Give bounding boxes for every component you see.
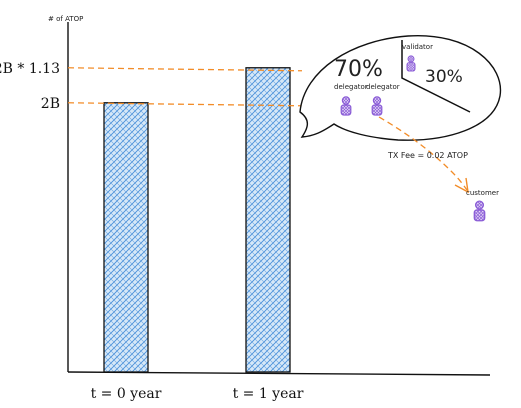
delegator-person-icon-2 [371, 96, 383, 116]
y-tick-label-0: 2B [41, 96, 60, 112]
x-tick-labels-group: t = 0 year t = 1 year [91, 386, 304, 402]
customer-person-icon [473, 200, 486, 222]
validator-share: 30% [425, 67, 463, 87]
y-tick-label-1: 2B * 1.13 [0, 61, 60, 77]
callout-divider [401, 40, 471, 113]
delegator-label-2: delegator [366, 83, 400, 91]
delegator-person-icon-1 [340, 96, 352, 116]
y-axis-title: # of ATOP [48, 15, 83, 23]
fee-arrow-line [378, 116, 468, 191]
x-tick-label-1: t = 1 year [233, 386, 304, 402]
guide-line-1 [67, 67, 303, 72]
bar-0 [103, 102, 149, 373]
validator-label: validator [402, 43, 433, 51]
validator-person-icon [406, 55, 416, 72]
y-tick-labels-group: 2B 2B * 1.13 [0, 61, 60, 112]
fee-label: TX Fee = 0.02 ATOP [387, 151, 468, 160]
guide-lines-group [67, 67, 303, 107]
fee-arrow-head-icon [454, 177, 469, 194]
reward-split-callout: 70% 30% validator delegator delegator [299, 35, 502, 141]
bar-1 [245, 67, 291, 373]
x-tick-label-0: t = 0 year [91, 386, 162, 402]
guide-line-0 [67, 102, 303, 107]
callout-bubble [299, 35, 502, 141]
bars-group [103, 67, 291, 373]
customer-label: customer [466, 189, 499, 197]
delegator-share: 70% [334, 57, 383, 82]
delegator-label-1: delegator [334, 83, 368, 91]
